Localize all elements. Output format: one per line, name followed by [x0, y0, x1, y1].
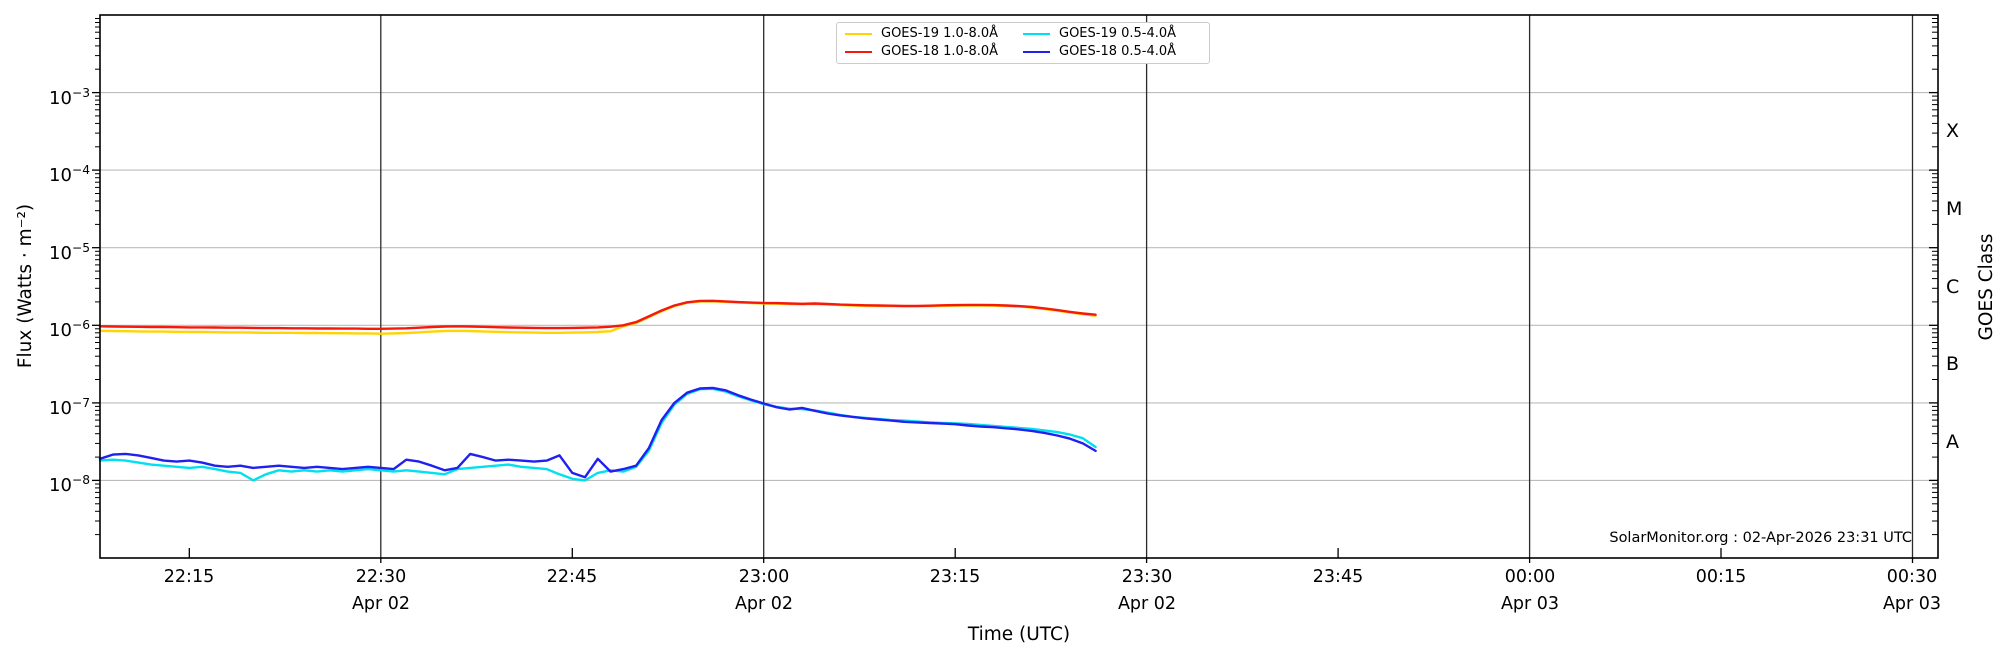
x-tick-label: 22:45 [546, 567, 598, 587]
goes-class-letter: A [1946, 431, 1959, 453]
x-axis-label: Time (UTC) [967, 624, 1071, 645]
legend-label: GOES-19 1.0-8.0Å [881, 26, 999, 41]
x-tick-date-label: Apr 02 [1117, 594, 1177, 614]
goes-class-letter: B [1946, 353, 1960, 375]
legend-swatch-goes18-short-icon [1023, 51, 1050, 53]
y-axis-label: Flux (Watts · m⁻²) [15, 203, 36, 369]
goes-class-letter: C [1946, 276, 1960, 298]
legend-label: GOES-19 0.5-4.0Å [1059, 26, 1177, 41]
x-tick-date-label: Apr 02 [351, 594, 411, 614]
legend-label: GOES-18 1.0-8.0Å [881, 44, 999, 59]
x-tick-label: 00:00 [1504, 567, 1556, 587]
legend-swatch-goes18-long-icon [845, 51, 872, 53]
x-tick-label: 23:00 [738, 567, 790, 587]
x-tick-label: 23:15 [929, 567, 981, 587]
x-tick-label: 23:30 [1121, 567, 1173, 587]
legend-swatch-goes19-long-icon [845, 33, 872, 35]
y-tick-label: 10−8 [49, 473, 90, 496]
legend-swatch-goes19-short-icon [1023, 33, 1050, 35]
footer-credit: SolarMonitor.org : 02-Apr-2026 23:31 UTC [1609, 530, 1912, 546]
y-tick-label: 10−3 [49, 86, 90, 109]
legend-item-goes19-short: GOES-19 0.5-4.0Å [1023, 26, 1201, 42]
x-tick-date-label: Apr 03 [1500, 594, 1560, 614]
x-tick-date-label: Apr 03 [1882, 594, 1942, 614]
x-tick-label: 23:45 [1312, 567, 1364, 587]
y-tick-label: 10−5 [49, 241, 90, 264]
y-tick-label: 10−6 [49, 318, 90, 341]
x-tick-label: 00:30 [1886, 567, 1938, 587]
x-tick-date-label: Apr 02 [734, 594, 794, 614]
x-tick-label: 00:15 [1695, 567, 1747, 587]
legend-label: GOES-18 0.5-4.0Å [1059, 44, 1177, 59]
series-goes18-short [98, 386, 1097, 479]
legend: GOES-19 1.0-8.0Å GOES-18 1.0-8.0Å GOES-1… [836, 22, 1210, 64]
goes-class-letter: M [1946, 198, 1963, 220]
legend-item-goes18-short: GOES-18 0.5-4.0Å [1023, 44, 1201, 60]
series-goes18-long [98, 299, 1097, 330]
x-tick-label: 22:30 [355, 567, 407, 587]
legend-item-goes18-long: GOES-18 1.0-8.0Å [845, 44, 1023, 60]
x-tick-label: 22:15 [163, 567, 215, 587]
y-tick-label: 10−7 [49, 396, 90, 419]
goes-class-letter: X [1946, 120, 1960, 142]
legend-item-goes19-long: GOES-19 1.0-8.0Å [845, 26, 1023, 42]
y-tick-label: 10−4 [49, 163, 90, 186]
